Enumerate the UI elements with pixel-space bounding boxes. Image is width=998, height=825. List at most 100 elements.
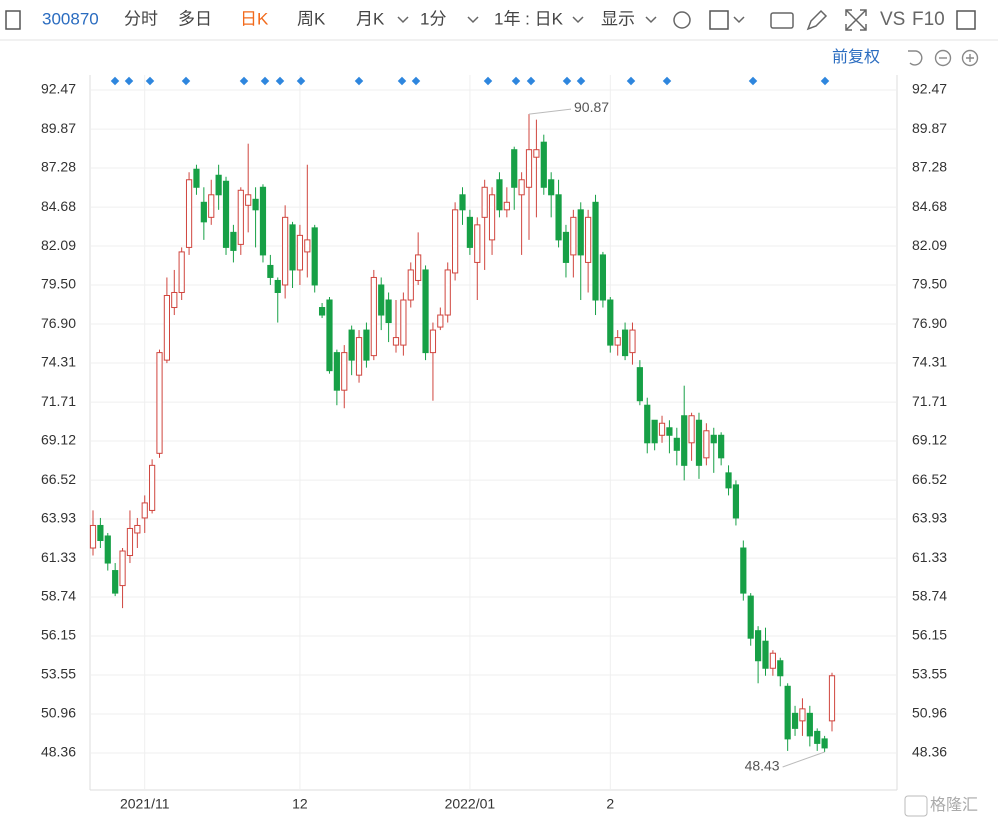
candle-body [725, 472, 732, 489]
chevron[interactable] [572, 16, 584, 24]
candle-body [429, 329, 437, 354]
candle-body [171, 291, 178, 309]
panel-icon[interactable] [5, 10, 21, 30]
y-tick-label: 58.74 [41, 588, 76, 604]
candle-body [673, 437, 680, 451]
y-tick-label: 56.15 [41, 627, 76, 643]
candle-body [422, 269, 429, 354]
candle-body [614, 337, 621, 346]
watermark: 格隆汇 [930, 796, 978, 814]
layout-icon[interactable] [956, 10, 976, 30]
event-marker [145, 76, 155, 86]
candle-body [621, 329, 629, 357]
candle-body [533, 149, 540, 158]
event-marker [275, 76, 285, 86]
camera-icon[interactable] [770, 12, 794, 29]
tab[interactable]: 月K [356, 9, 385, 28]
tab[interactable]: 显示 [601, 9, 635, 28]
tool[interactable]: F10 [912, 9, 945, 30]
event-marker [483, 76, 493, 86]
y-tick-label: 74.31 [41, 354, 76, 370]
event-marker [354, 76, 364, 86]
candle-body [407, 269, 414, 301]
fullscreen-icon[interactable] [845, 9, 867, 31]
max-label: 90.87 [574, 99, 609, 115]
y-tick-label: 71.71 [41, 393, 76, 409]
y-tick-label: 84.68 [41, 198, 76, 214]
tool[interactable]: VS [880, 9, 905, 30]
y2-tick-label: 56.15 [912, 627, 947, 643]
adjust-button[interactable]: 前复权 [832, 48, 880, 66]
candle-body [267, 264, 274, 278]
tab[interactable]: 1分 [420, 9, 446, 28]
tab[interactable]: 分时 [124, 9, 158, 28]
event-marker [181, 76, 191, 86]
candle-body [156, 352, 163, 454]
y2-tick-label: 84.68 [912, 198, 947, 214]
tab-active[interactable]: 日K [240, 9, 269, 28]
x-tick-label: 2022/01 [445, 796, 496, 812]
y-tick-label: 92.47 [41, 81, 76, 97]
candle-body [348, 329, 355, 361]
candle-body [370, 276, 377, 357]
candle-body [341, 352, 348, 391]
candle-body [355, 337, 363, 376]
candle-body [636, 367, 643, 402]
undo-icon[interactable] [908, 50, 923, 66]
candle-body [119, 550, 126, 587]
candle-body [112, 570, 119, 594]
chevron[interactable] [397, 16, 409, 24]
candle-body [452, 209, 459, 274]
candle-body [89, 524, 97, 549]
candle-body [540, 141, 547, 188]
candle-body [363, 329, 370, 361]
candle-body [215, 174, 222, 196]
y2-tick-label: 58.74 [912, 588, 947, 604]
chevron[interactable] [645, 16, 657, 24]
candle-body [703, 430, 710, 459]
candle-body [710, 434, 717, 444]
pen-icon[interactable] [806, 9, 828, 31]
candle-body [488, 194, 496, 241]
candle-body [193, 168, 200, 188]
candle-body [304, 239, 311, 253]
settings-icon[interactable] [673, 11, 691, 29]
candle-body [296, 234, 304, 271]
candle-body [311, 227, 318, 286]
y2-tick-label: 53.55 [912, 666, 947, 682]
candle-body [777, 660, 784, 677]
y2-tick-label: 50.96 [912, 705, 947, 721]
chevron[interactable] [733, 16, 745, 24]
candle-body [252, 198, 259, 211]
candle-body [644, 404, 651, 444]
y-tick-label: 82.09 [41, 237, 76, 253]
y2-tick-label: 74.31 [912, 354, 947, 370]
zoom-out-icon[interactable] [934, 49, 952, 67]
y2-tick-label: 63.93 [912, 510, 947, 526]
candle-body [503, 201, 510, 211]
candle-body [149, 464, 156, 511]
candle-body [392, 337, 400, 346]
tab[interactable]: 1年 : 日K [494, 9, 564, 28]
candle-body [762, 640, 769, 669]
candle-body [178, 251, 185, 293]
zoom-in-icon[interactable] [961, 49, 979, 67]
candle-body [282, 216, 289, 286]
box-icon[interactable] [709, 10, 729, 30]
y2-tick-label: 79.50 [912, 276, 947, 292]
tab[interactable]: 周K [297, 9, 326, 28]
candle-body [681, 415, 688, 466]
tab[interactable]: 多日 [178, 9, 212, 28]
candle-body [259, 186, 267, 256]
candle-body [718, 434, 725, 459]
candle-body [134, 524, 141, 534]
candle-body [828, 675, 836, 722]
candle-body [141, 502, 148, 519]
candle-body [629, 329, 636, 354]
y2-tick-label: 66.52 [912, 471, 947, 487]
candle-body [784, 685, 791, 740]
candle-body [511, 149, 518, 188]
chevron[interactable] [467, 16, 479, 24]
